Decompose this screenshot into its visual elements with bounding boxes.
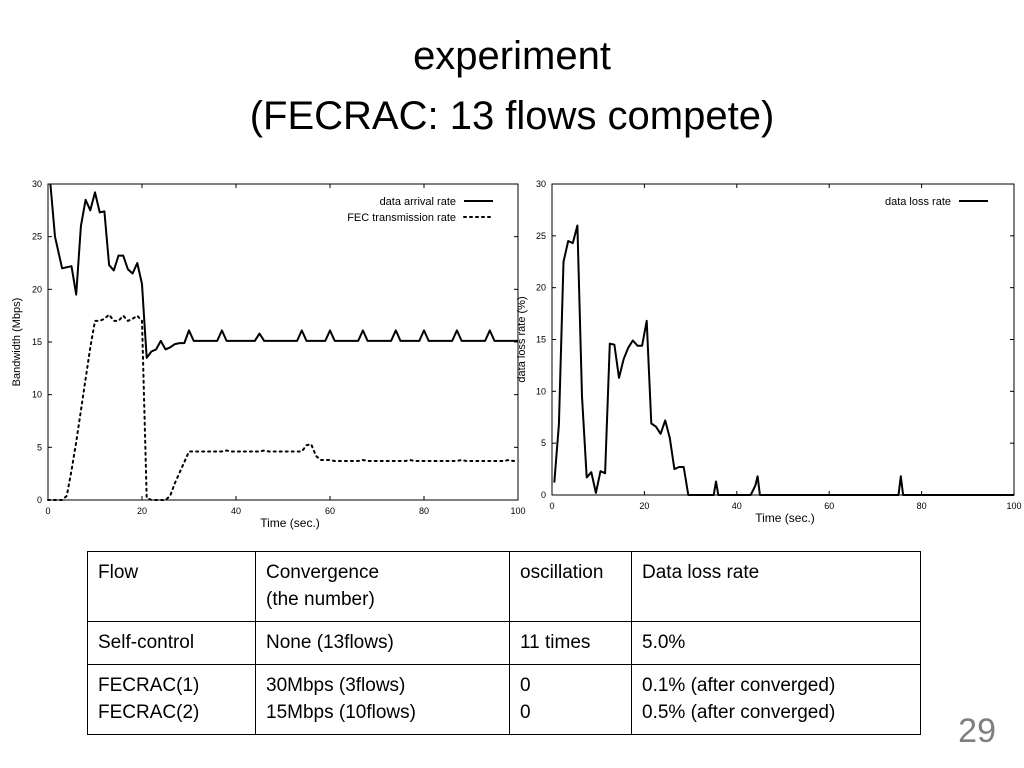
y-tick-label: 20 xyxy=(32,284,42,294)
x-tick-label: 80 xyxy=(419,506,429,516)
loss-rate-chart: 0 20 40 60 80 100 0 5 10 15 20 25 30 Time (sec.) data … xyxy=(516,179,1022,525)
page-number: 29 xyxy=(958,712,996,750)
x-tick-label: 40 xyxy=(231,506,241,516)
y-tick-label: 20 xyxy=(536,283,546,293)
slide-title: experiment xyxy=(413,34,611,78)
bandwidth-chart: 0 20 40 60 80 100 0 5 10 15 20 25 30 Time (sec.) Bandw… xyxy=(11,179,526,530)
cell-line: FECRAC(1) xyxy=(98,675,200,696)
cell-line: Self-control xyxy=(98,632,195,653)
cell-line: 15Mbps (10flows) xyxy=(266,702,416,723)
x-tick-label: 0 xyxy=(45,506,50,516)
cell-line: 0.5% (after converged) xyxy=(642,702,836,723)
x-tick-label: 20 xyxy=(639,501,649,511)
cell-line: oscillation xyxy=(520,562,604,583)
x-axis-label: Time (sec.) xyxy=(755,511,815,525)
table-cell: 30Mbps (3flows) 15Mbps (10flows) xyxy=(255,664,510,735)
y-tick-label: 5 xyxy=(37,442,42,452)
y-tick-label: 0 xyxy=(541,490,546,500)
series-line xyxy=(553,224,1014,496)
cell-line: None (13flows) xyxy=(266,632,394,653)
cell-line: 0 xyxy=(520,702,531,723)
x-tick-label: 20 xyxy=(137,506,147,516)
table-header-row: Flow Convergence (the number) oscillation… xyxy=(87,551,921,622)
cell-line: (the number) xyxy=(266,589,375,610)
slide-subtitle: (FECRAC: 13 flows compete) xyxy=(249,94,775,138)
cell-line: Convergence xyxy=(266,562,380,583)
cell-line: FECRAC(2) xyxy=(98,702,200,723)
x-tick-label: 100 xyxy=(1006,501,1021,511)
table-cell: oscillation xyxy=(509,551,632,622)
y-tick-label: 30 xyxy=(536,179,546,189)
legend-label: FEC transmission rate xyxy=(347,212,456,224)
table-cell: None (13flows) xyxy=(255,621,510,665)
x-tick-label: 60 xyxy=(325,506,335,516)
table-row: FECRAC(1) FECRAC(2) 30Mbps (3flows) 15Mbps… xyxy=(87,664,921,735)
cell-line: 0 xyxy=(520,675,531,696)
cell-line: 30Mbps (3flows) xyxy=(266,675,406,696)
y-tick-label: 0 xyxy=(37,495,42,505)
y-tick-label: 25 xyxy=(536,231,546,241)
table-cell: 11 times xyxy=(509,621,632,665)
y-tick-label: 10 xyxy=(32,390,42,400)
x-axis-label: Time (sec.) xyxy=(260,516,320,530)
series-line xyxy=(47,313,519,501)
cell-line: 11 times xyxy=(520,632,591,653)
cell-line: Data loss rate xyxy=(642,562,760,583)
cell-line: Flow xyxy=(98,562,139,583)
x-tick-label: 100 xyxy=(510,506,525,516)
y-tick-label: 5 xyxy=(541,438,546,448)
table-row: Self-control None (13flows) 11 times 5.0… xyxy=(87,621,921,665)
results-table: Flow Convergence (the number) oscillation… xyxy=(87,551,921,735)
y-axis-label: Bandwidth (Mbps) xyxy=(11,298,23,387)
y-tick-label: 10 xyxy=(536,386,546,396)
plot-frame xyxy=(47,183,519,501)
cell-line: 5.0% xyxy=(642,632,686,653)
table-cell: Data loss rate xyxy=(631,551,921,622)
table-cell: 0.1% (after converged) 0.5% (after conver… xyxy=(631,664,921,735)
table-cell: FECRAC(1) FECRAC(2) xyxy=(87,664,256,735)
y-tick-label: 15 xyxy=(536,335,546,345)
plot-frame xyxy=(551,183,1015,496)
legend-label: data arrival rate xyxy=(380,196,456,208)
table-cell: 5.0% xyxy=(631,621,921,665)
y-tick-label: 15 xyxy=(32,337,42,347)
x-tick-label: 60 xyxy=(824,501,834,511)
y-axis-label: data loss rate (%) xyxy=(516,296,528,382)
table-cell: Self-control xyxy=(87,621,256,665)
y-tick-label: 30 xyxy=(32,179,42,189)
legend-label: data loss rate xyxy=(885,196,951,208)
x-tick-label: 40 xyxy=(732,501,742,511)
table-cell: Convergence (the number) xyxy=(255,551,510,622)
cell-line: 0.1% (after converged) xyxy=(642,675,836,696)
x-tick-label: 0 xyxy=(549,501,554,511)
table-cell: Flow xyxy=(87,551,256,622)
x-tick-label: 80 xyxy=(917,501,927,511)
series-line xyxy=(49,183,518,359)
y-tick-label: 25 xyxy=(32,232,42,242)
